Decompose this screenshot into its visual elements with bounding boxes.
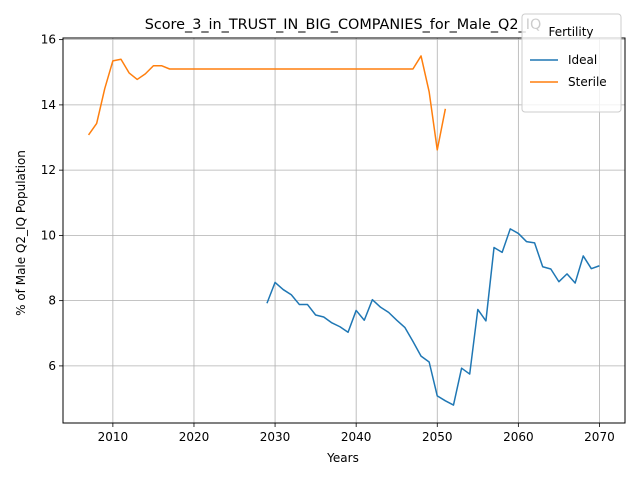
y-tick-label: 10 <box>41 228 56 242</box>
legend: Fertility Ideal Sterile <box>521 13 622 113</box>
y-tick-label: 6 <box>48 359 56 373</box>
legend-items: Ideal Sterile <box>530 53 607 89</box>
series-line-sterile <box>87 55 447 151</box>
legend-title: Fertility <box>548 25 593 39</box>
series-lines <box>87 55 600 406</box>
x-tick-label: 2060 <box>503 430 534 444</box>
legend-label-ideal: Ideal <box>568 53 597 67</box>
x-tick-label: 2050 <box>422 430 453 444</box>
x-tick-label: 2070 <box>584 430 615 444</box>
x-axis-label: Years <box>326 451 359 465</box>
y-tick-label: 12 <box>41 163 56 177</box>
plot-frame <box>62 37 626 424</box>
x-tick-label: 2030 <box>260 430 291 444</box>
x-tick-label: 2010 <box>98 430 129 444</box>
gridlines <box>63 38 625 423</box>
y-tick-label: 16 <box>41 33 56 47</box>
chart-title: Score_3_in_TRUST_IN_BIG_COMPANIES_for_Ma… <box>145 17 542 33</box>
y-tick-label: 14 <box>41 98 56 112</box>
series-line-ideal <box>266 228 600 406</box>
legend-box <box>521 13 622 113</box>
axis-ticks: 2010 2020 2030 2040 2050 2060 2070 6 8 10 12 14 16 <box>41 33 615 444</box>
legend-label-sterile: Sterile <box>568 75 607 89</box>
x-tick-label: 2040 <box>341 430 372 444</box>
y-axis-label: % of Male Q2_IQ Population <box>14 150 28 316</box>
y-tick-label: 8 <box>48 294 56 308</box>
x-tick-label: 2020 <box>179 430 210 444</box>
